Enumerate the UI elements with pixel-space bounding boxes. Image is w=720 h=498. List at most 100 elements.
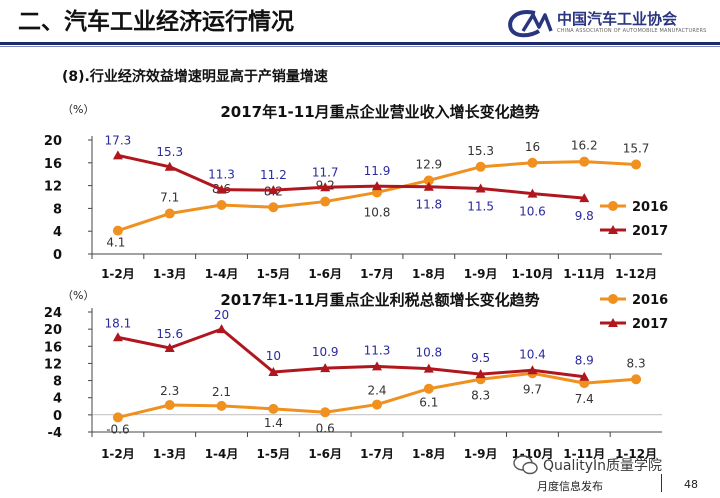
data-label-2017: 11.7 xyxy=(312,165,339,179)
y-tick-label: 4 xyxy=(53,392,62,407)
legend-marker-2017 xyxy=(608,225,618,234)
point-2016 xyxy=(164,400,175,410)
data-label-2017: 17.3 xyxy=(105,133,132,147)
x-tick-label: 1-3月 xyxy=(153,447,187,461)
data-label-2016: 2.1 xyxy=(212,385,231,399)
point-2016 xyxy=(268,202,279,213)
data-label-2016: 8.3 xyxy=(471,388,490,402)
data-label-2016: 2.3 xyxy=(160,384,179,398)
x-tick-label: 1-2月 xyxy=(101,447,135,461)
x-tick-label: 1-8月 xyxy=(412,267,446,281)
point-2017 xyxy=(475,369,486,379)
data-label-2016: 1.4 xyxy=(264,416,283,430)
x-tick-label: 1-5月 xyxy=(257,267,291,281)
point-2017 xyxy=(320,182,331,192)
point-2016 xyxy=(112,412,123,423)
data-label-2017: 10.9 xyxy=(312,345,339,359)
data-label-2017: 11.8 xyxy=(415,198,442,212)
series-line-2017 xyxy=(117,153,585,200)
data-label-2017: 11.3 xyxy=(208,168,235,182)
data-label-2017: 10.8 xyxy=(415,346,442,360)
legend-label-2017: 2017 xyxy=(632,317,668,332)
point-2016 xyxy=(164,208,175,219)
x-tick-label: 1-8月 xyxy=(412,447,446,461)
data-label-2017: 10.4 xyxy=(519,347,546,361)
y-tick-label: 8 xyxy=(53,375,62,390)
point-2017 xyxy=(164,161,175,171)
point-2016 xyxy=(320,196,331,207)
data-label-2016: 4.1 xyxy=(106,236,125,250)
point-2016 xyxy=(631,159,642,170)
footer-divider xyxy=(661,474,662,492)
point-2016 xyxy=(112,225,123,236)
x-tick-label: 1-4月 xyxy=(205,447,239,461)
section-subtitle: (8).行业经济效益增速明显高于产销量增速 xyxy=(62,69,328,85)
data-label-2017: 18.1 xyxy=(105,316,132,330)
y-axis-unit: （%） xyxy=(62,289,94,302)
point-2017 xyxy=(268,185,279,195)
x-tick-label: 1-3月 xyxy=(153,267,187,281)
y-tick-label: 16 xyxy=(44,157,62,172)
point-2016 xyxy=(372,399,382,410)
point-2017 xyxy=(527,365,538,375)
point-2017 xyxy=(216,184,227,194)
point-2017 xyxy=(372,361,382,371)
point-2017 xyxy=(268,367,279,376)
header-divider xyxy=(0,42,720,45)
legend-marker-2016 xyxy=(608,201,618,211)
point-2016 xyxy=(320,407,331,418)
series-line-2017 xyxy=(117,327,585,379)
data-label-2016: -0.6 xyxy=(106,422,129,436)
point-2017 xyxy=(216,324,227,334)
y-tick-label: 0 xyxy=(53,248,62,263)
data-label-2017: 10 xyxy=(266,349,281,363)
legend-label-2016: 2016 xyxy=(632,200,668,215)
y-tick-label: -4 xyxy=(48,426,62,441)
y-tick-label: 12 xyxy=(44,357,62,372)
data-label-2017: 11.9 xyxy=(364,164,391,178)
point-2016 xyxy=(216,400,227,411)
data-label-2017: 9.5 xyxy=(471,351,490,365)
watermark: QualityIn质量学院 xyxy=(513,454,719,476)
data-label-2017: 8.9 xyxy=(575,354,594,368)
point-2016 xyxy=(579,156,590,167)
x-tick-label: 1-11月 xyxy=(563,447,605,461)
data-label-2016: 15.3 xyxy=(467,144,494,158)
chart-title: 2017年1-11月重点企业营业收入增长变化趋势 xyxy=(220,103,539,121)
data-label-2016: 6.1 xyxy=(419,396,438,410)
page-number: 48 xyxy=(684,478,698,491)
point-2017 xyxy=(527,188,538,198)
watermark-text: QualityIn质量学院 xyxy=(543,458,663,474)
data-label-2016: 10.8 xyxy=(364,205,391,219)
x-tick-label: 1-7月 xyxy=(360,447,394,461)
point-2016 xyxy=(216,199,227,210)
x-tick-label: 1-9月 xyxy=(464,267,498,281)
data-label-2017: 20 xyxy=(214,308,229,322)
wechat-icon xyxy=(513,455,538,475)
x-tick-label: 1-12月 xyxy=(615,267,657,281)
point-2016 xyxy=(268,403,279,414)
point-2017 xyxy=(372,181,382,191)
x-tick-label: 1-11月 xyxy=(563,267,605,281)
data-label-2017: 15.3 xyxy=(156,145,183,159)
x-tick-label: 1-2月 xyxy=(101,267,135,281)
legend-label-2016: 2016 xyxy=(632,293,668,308)
data-label-2016: 9.7 xyxy=(523,382,542,396)
point-2017 xyxy=(579,193,590,203)
page-title: 二、汽车工业经济运行情况 xyxy=(18,9,294,35)
point-2016 xyxy=(527,157,538,168)
y-axis-unit: （%） xyxy=(62,103,94,116)
x-tick-label: 1-6月 xyxy=(308,267,342,281)
data-label-2016: 16.2 xyxy=(571,139,598,153)
caam-logo-icon xyxy=(508,10,553,38)
data-label-2016: 0.6 xyxy=(316,421,335,435)
y-tick-label: 20 xyxy=(44,323,62,338)
point-2016 xyxy=(423,175,434,186)
data-label-2016: 15.7 xyxy=(623,142,650,156)
data-label-2016: 8.3 xyxy=(627,356,646,370)
point-2016 xyxy=(423,383,434,394)
y-tick-label: 20 xyxy=(44,134,62,149)
x-tick-label: 1-7月 xyxy=(360,267,394,281)
point-2016 xyxy=(475,161,486,172)
